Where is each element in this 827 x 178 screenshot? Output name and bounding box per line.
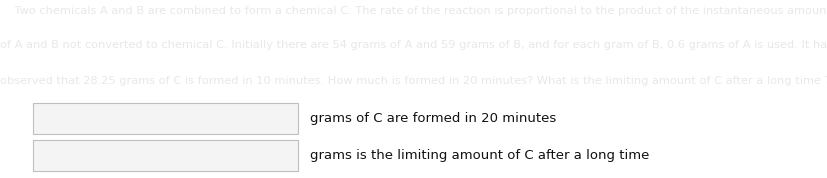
FancyBboxPatch shape <box>33 103 298 135</box>
FancyBboxPatch shape <box>33 140 298 171</box>
Text: grams is the limiting amount of C after a long time: grams is the limiting amount of C after … <box>310 149 649 162</box>
Text: Two chemicals A and B are combined to form a chemical C. The rate of the reactio: Two chemicals A and B are combined to fo… <box>0 6 827 16</box>
Text: of A and B not converted to chemical C. Initially there are 54 grams of A and 59: of A and B not converted to chemical C. … <box>0 40 827 50</box>
Text: observed that 28.25 grams of C is formed in 10 minutes. How much is formed in 20: observed that 28.25 grams of C is formed… <box>0 76 827 86</box>
Text: grams of C are formed in 20 minutes: grams of C are formed in 20 minutes <box>310 112 556 125</box>
